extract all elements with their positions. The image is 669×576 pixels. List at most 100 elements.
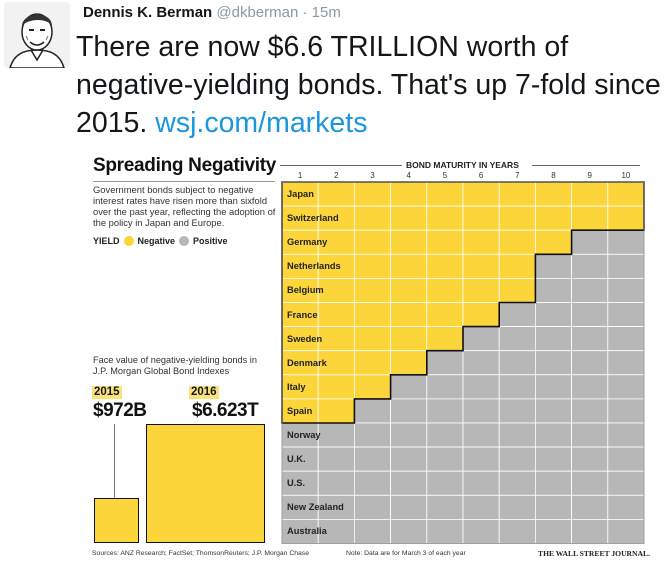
country-label-u-s-: U.S. xyxy=(287,478,306,489)
grid-cell-germany-y2 xyxy=(317,229,355,255)
maturity-tick-3: 3 xyxy=(370,171,375,180)
square-2016 xyxy=(146,424,265,543)
grid-cell-italy-y3 xyxy=(353,374,391,400)
grid-cell-japan-y8 xyxy=(534,181,572,207)
grid-cell-new-zealand-y9 xyxy=(571,494,609,520)
avatar-portrait xyxy=(4,2,70,68)
country-label-italy: Italy xyxy=(287,381,306,392)
separator-dot: · xyxy=(302,4,308,21)
tweet-link[interactable]: wsj.com/markets xyxy=(155,107,368,139)
grid-cell-new-zealand-y7 xyxy=(498,494,536,520)
grid-cell-spain-y5 xyxy=(426,398,464,424)
grid-cell-sweden-y4 xyxy=(390,326,428,352)
grid-cell-netherlands-y10 xyxy=(607,253,645,279)
grid-cell-germany-y1 xyxy=(281,229,319,255)
grid-cell-japan-y10 xyxy=(607,181,645,207)
grid-cell-italy-y2 xyxy=(317,374,355,400)
grid-cell-denmark-y9 xyxy=(571,350,609,376)
maturity-tick-4: 4 xyxy=(406,171,411,180)
grid-cell-switzerland-y5 xyxy=(426,205,464,231)
grid-cell-u-s--y8 xyxy=(534,470,572,496)
grid-cell-u-k--y3 xyxy=(353,446,391,472)
grid-cell-norway-y9 xyxy=(571,422,609,448)
grid-cell-australia-y9 xyxy=(571,518,609,544)
grid-cell-australia-y8 xyxy=(534,518,572,544)
maturity-tick-10: 10 xyxy=(621,171,631,180)
legend-negative-label: Negative xyxy=(137,236,176,246)
chart-title: Spreading Negativity xyxy=(93,155,276,176)
grid-cell-denmark-y5 xyxy=(426,350,464,376)
grid-cell-u-k--y6 xyxy=(462,446,500,472)
grid-cell-germany-y4 xyxy=(390,229,428,255)
maturity-tick-7: 7 xyxy=(515,171,520,180)
grid-cell-norway-y8 xyxy=(534,422,572,448)
avatar[interactable] xyxy=(4,2,70,68)
year-2015-label: 2015 xyxy=(92,386,122,399)
grid-cell-australia-y4 xyxy=(390,518,428,544)
grid-cell-norway-y7 xyxy=(498,422,536,448)
grid-cell-italy-y4 xyxy=(390,374,428,400)
grid-cell-u-k--y2 xyxy=(317,446,355,472)
title-rule xyxy=(93,181,275,182)
chart-note: Note: Data are for March 3 of each year xyxy=(346,550,466,557)
grid-cell-australia-y7 xyxy=(498,518,536,544)
grid-cell-japan-y5 xyxy=(426,181,464,207)
grid-cell-sweden-y9 xyxy=(571,326,609,352)
grid-cell-sweden-y6 xyxy=(462,326,500,352)
tweet-body: There are now $6.6 TRILLION worth of neg… xyxy=(76,31,661,139)
grid-cell-new-zealand-y6 xyxy=(462,494,500,520)
grid-cell-u-k--y10 xyxy=(607,446,645,472)
grid-cell-netherlands-y8 xyxy=(534,253,572,279)
grid-cell-italy-y6 xyxy=(462,374,500,400)
country-label-japan: Japan xyxy=(287,189,314,199)
country-label-norway: Norway xyxy=(287,430,321,440)
grid-cell-denmark-y6 xyxy=(462,350,500,376)
country-label-u-k-: U.K. xyxy=(287,454,306,465)
grid-cell-netherlands-y9 xyxy=(571,253,609,279)
grid-cell-denmark-y3 xyxy=(353,350,391,376)
chart-image[interactable]: Spreading Negativity Government bonds su… xyxy=(90,152,653,564)
country-label-australia: Australia xyxy=(287,526,327,537)
grid-cell-spain-y6 xyxy=(462,398,500,424)
legend-positive-swatch xyxy=(179,236,190,246)
grid-cell-new-zealand-y10 xyxy=(607,494,645,520)
grid-cell-spain-y9 xyxy=(571,398,609,424)
grid-cell-australia-y3 xyxy=(353,518,391,544)
grid-cell-japan-y3 xyxy=(353,181,391,207)
grid-cell-switzerland-y10 xyxy=(607,205,645,231)
grid-cell-netherlands-y6 xyxy=(462,253,500,279)
tweet-timestamp[interactable]: 15m xyxy=(311,4,341,21)
grid-cell-germany-y7 xyxy=(498,229,536,255)
grid-cell-spain-y8 xyxy=(534,398,572,424)
grid-cell-u-k--y4 xyxy=(390,446,428,472)
grid-cell-australia-y10 xyxy=(607,518,645,544)
grid-cell-germany-y8 xyxy=(534,229,572,255)
grid-cell-france-y8 xyxy=(534,302,572,328)
grid-cell-u-s--y5 xyxy=(426,470,464,496)
grid-cell-switzerland-y8 xyxy=(534,205,572,231)
grid-cell-france-y10 xyxy=(607,302,645,328)
country-label-spain: Spain xyxy=(287,405,313,416)
grid-cell-netherlands-y2 xyxy=(317,253,355,279)
author-handle[interactable]: @dkberman xyxy=(216,4,299,21)
grid-cell-belgium-y5 xyxy=(426,278,464,303)
grid-cell-france-y3 xyxy=(353,302,391,328)
grid-cell-u-k--y9 xyxy=(571,446,609,472)
grid-cell-netherlands-y7 xyxy=(498,253,536,279)
maturity-tick-5: 5 xyxy=(442,171,448,180)
negative-region-outline xyxy=(281,181,645,424)
country-label-belgium: Belgium xyxy=(287,285,324,296)
grid-cell-u-k--y5 xyxy=(426,446,464,472)
grid-cell-belgium-y4 xyxy=(390,278,428,303)
author-name[interactable]: Dennis K. Berman xyxy=(83,4,213,21)
grid-frame xyxy=(281,181,645,544)
grid-cell-denmark-y8 xyxy=(534,350,572,376)
grid-cell-new-zealand-y8 xyxy=(534,494,572,520)
legend-label: YIELD xyxy=(93,236,120,246)
grid-cell-germany-y3 xyxy=(353,229,391,255)
maturity-grid xyxy=(281,181,645,544)
grid-cell-belgium-y1 xyxy=(281,278,319,303)
grid-cell-spain-y10 xyxy=(607,398,645,424)
grid-cell-u-s--y3 xyxy=(353,470,391,496)
chart-sources: Sources: ANZ Research; FactSet; ThomsonR… xyxy=(92,550,309,557)
